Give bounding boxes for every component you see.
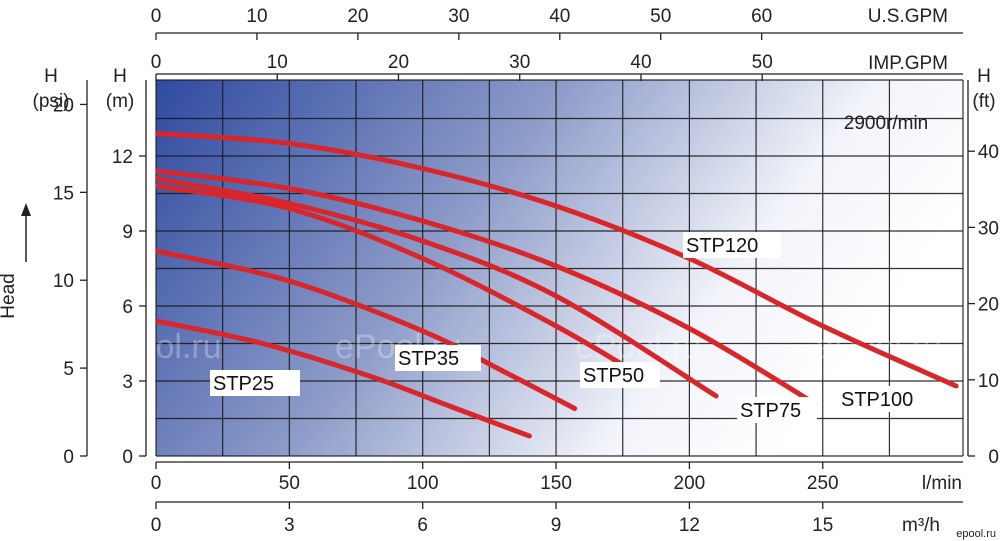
curve-label-stp50: STP50 (583, 365, 644, 387)
corner-mark: epool.ru (956, 528, 996, 540)
curve-label-box (580, 362, 660, 388)
tick-label: 0 (151, 515, 162, 536)
axis-left-m: 0 3 6 9 12 (112, 80, 147, 468)
curve-stp25 (156, 318, 532, 439)
curve-label-box (737, 397, 817, 423)
tick-label: 10 (267, 52, 288, 73)
axis-top-usgpm: 0 10 20 30 40 50 60 (151, 6, 963, 40)
axis-bottom-m3h: 0 3 6 9 12 15 (151, 501, 963, 536)
tick-label: 40 (549, 6, 570, 27)
tick-label: 0 (63, 447, 74, 468)
tick-label: 50 (752, 52, 773, 73)
tick-label: 30 (448, 6, 469, 27)
curve-label-box (683, 232, 781, 258)
tick-label: 0 (151, 52, 162, 73)
curves (156, 131, 959, 439)
unit-impgpm: IMP.GPM (868, 53, 948, 74)
tick-label: 12 (112, 147, 133, 168)
tick-label: 50 (650, 6, 671, 27)
tick-label: 9 (122, 222, 133, 243)
tick-label: 15 (812, 515, 833, 536)
unit-lmin: l/min (922, 473, 962, 494)
curve-label-box (210, 370, 300, 396)
axis-bottom-lmin: 0 50 100 150 200 250 (151, 461, 963, 494)
tick-label: 3 (284, 515, 295, 536)
unit-m: (m) (106, 91, 134, 112)
curve-label-stp75: STP75 (740, 400, 801, 422)
tick-label: 200 (674, 473, 706, 494)
speed-annotation: 2900r/min (844, 113, 929, 134)
curve-label-stp25: STP25 (213, 373, 274, 395)
tick-label: 10 (978, 371, 999, 392)
tick-label: 60 (751, 6, 772, 27)
tick-label: 12 (679, 515, 700, 536)
tick-label: 15 (53, 183, 74, 204)
head-axis-label: Head (0, 203, 31, 319)
unit-usgpm: U.S.GPM (868, 6, 948, 27)
tick-label: 30 (509, 52, 530, 73)
axis-top-impgpm: 0 10 20 30 40 50 (151, 52, 963, 81)
curve-stp35 (156, 248, 578, 411)
axis-left-psi: 0 5 10 15 20 (53, 80, 88, 468)
tick-label: 20 (347, 6, 368, 27)
unit-psi: (psi) (33, 91, 70, 112)
unit-ft: (ft) (972, 91, 995, 112)
curve-label-stp120: STP120 (686, 235, 758, 257)
tick-label: 9 (551, 515, 562, 536)
curve-label-stp35: STP35 (398, 348, 459, 370)
axis-right-ft: 0 10 20 30 40 (967, 80, 999, 468)
curve-label-stp100: STP100 (841, 389, 913, 411)
tick-label: 6 (417, 515, 428, 536)
tick-label: 0 (151, 6, 162, 27)
curve-labels: STP25 STP35 STP50 STP75 STP100 STP120 (210, 232, 934, 423)
tick-label: 30 (978, 218, 999, 239)
tick-label: 100 (407, 473, 439, 494)
tick-label: 0 (988, 447, 999, 468)
tick-label: 6 (122, 297, 133, 318)
tick-label: 20 (978, 295, 999, 316)
curve-stp50 (156, 183, 652, 384)
tick-label: 50 (279, 473, 300, 494)
curve-label-box (838, 386, 934, 412)
tick-label: 5 (63, 359, 74, 380)
unit-ft-h: H (977, 66, 991, 87)
tick-label: 20 (388, 52, 409, 73)
tick-label: 10 (53, 271, 74, 292)
tick-label: 150 (540, 473, 572, 494)
tick-label: 40 (630, 52, 651, 73)
curve-stp120 (156, 131, 959, 389)
tick-label: 10 (246, 6, 267, 27)
tick-label: 20 (53, 95, 74, 116)
watermark-text: ePool.ru (95, 328, 222, 366)
unit-m3h: m³/h (902, 515, 940, 536)
curve-label-box (395, 345, 481, 371)
watermark-text: ePool.ru (0, 328, 87, 366)
unit-psi-h: H (44, 66, 58, 87)
curve-stp75 (156, 176, 719, 399)
tick-label: 40 (978, 142, 999, 163)
tick-label: 0 (151, 473, 162, 494)
curve-stp100 (156, 168, 818, 406)
tick-label: 3 (122, 372, 133, 393)
tick-label: 0 (122, 447, 133, 468)
head-arrow-icon (21, 203, 31, 216)
tick-label: 250 (807, 473, 839, 494)
head-label: Head (0, 273, 19, 318)
unit-m-h: H (113, 66, 127, 87)
